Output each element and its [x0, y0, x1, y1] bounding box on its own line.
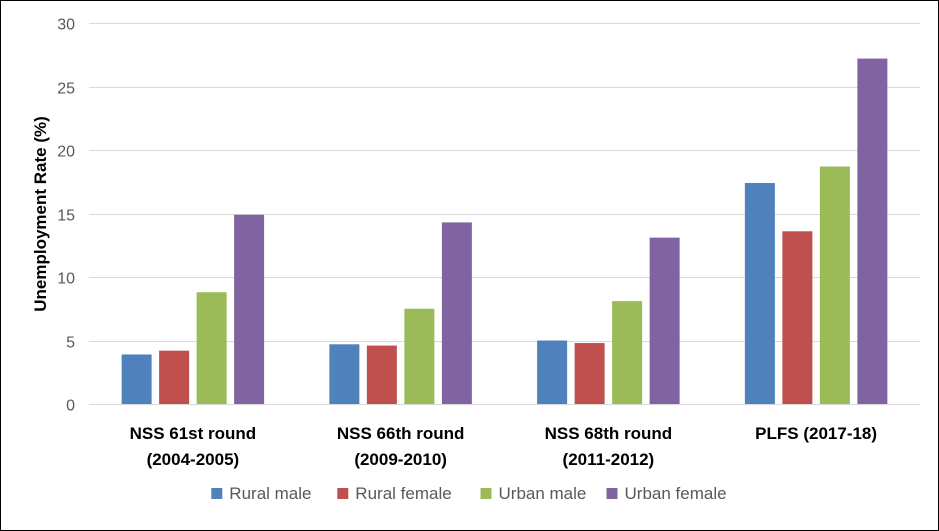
gridlines — [89, 23, 920, 405]
bar — [744, 183, 775, 404]
y-tick-label: 15 — [57, 208, 75, 225]
bar — [574, 343, 605, 404]
y-tick-label: 5 — [66, 335, 75, 352]
bar — [649, 237, 680, 404]
bar — [857, 58, 888, 405]
x-category-label: NSS 61st round — [130, 424, 257, 443]
x-category-label: NSS 68th round — [545, 424, 673, 443]
x-category-label: PLFS (2017-18) — [755, 424, 877, 443]
y-axis-title: Unemployment Rate (%) — [31, 116, 50, 312]
legend-label: Urban female — [625, 484, 727, 503]
bars — [121, 58, 888, 405]
legend-label: Urban male — [499, 484, 587, 503]
legend-swatch — [211, 488, 223, 499]
bar — [196, 292, 227, 404]
bar — [819, 166, 850, 404]
x-axis-labels: NSS 61st round (2004-2005) NSS 66th round (… — [130, 424, 877, 469]
x-category-label: (2009-2010) — [354, 450, 447, 469]
y-tick-label: 20 — [57, 144, 75, 161]
bar — [537, 340, 568, 404]
bar — [404, 308, 435, 404]
legend-swatch — [606, 488, 618, 499]
bar — [121, 354, 152, 404]
x-category-label: NSS 66th round — [337, 424, 465, 443]
x-category-label: (2004-2005) — [147, 450, 240, 469]
legend-swatch — [337, 488, 349, 499]
y-tick-label: 30 — [57, 17, 75, 34]
x-category-label: (2011-2012) — [563, 450, 655, 469]
bar — [329, 344, 360, 404]
legend-label: Rural male — [229, 484, 311, 503]
y-tick-label: 25 — [57, 81, 75, 98]
y-axis-ticks: 0 5 10 15 20 25 30 — [57, 17, 75, 415]
bar — [234, 214, 265, 404]
bar — [366, 345, 397, 404]
legend-label: Rural female — [355, 484, 451, 503]
bar — [782, 231, 813, 404]
bar — [159, 350, 190, 404]
legend-swatch — [480, 488, 492, 499]
y-tick-label: 0 — [66, 398, 75, 415]
bar — [441, 222, 472, 404]
legend: Rural male Rural female Urban male Urban fe… — [211, 484, 727, 503]
bar — [612, 301, 643, 404]
y-tick-label: 10 — [57, 271, 75, 288]
